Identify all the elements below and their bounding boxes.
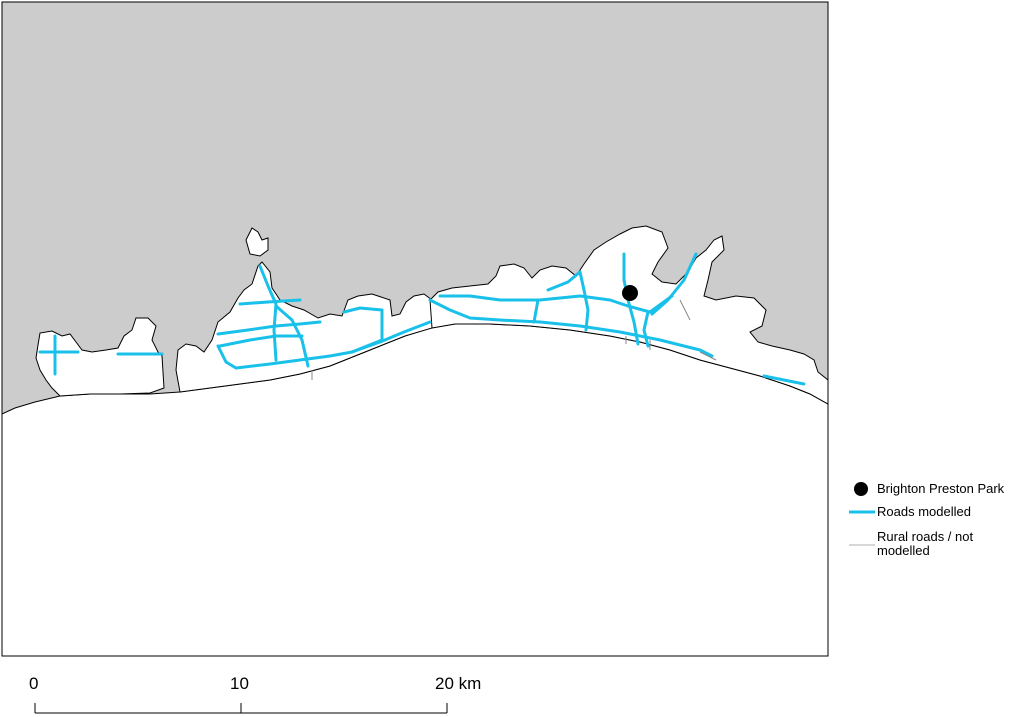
scale-bar	[34, 703, 448, 714]
rural-roads-network	[311, 299, 717, 380]
scale-label-0: 0	[29, 674, 39, 693]
map-border	[1, 1, 829, 657]
legend-site-label: Brighton Preston Park	[877, 481, 1005, 496]
urban-area-north-blob	[245, 227, 269, 257]
legend-rural-roads-label: Rural roads / not modelled	[877, 529, 974, 558]
urban-area-west	[35, 317, 165, 397]
legend-site-icon	[854, 482, 868, 496]
urban-area-central	[175, 261, 437, 393]
legend-roads-modelled-label: Roads modelled	[877, 504, 971, 519]
scale-label-20: 20 km	[435, 674, 482, 693]
urban-area-east	[429, 225, 829, 405]
roads-modelled-network	[38, 252, 806, 386]
scale-label-10: 10	[230, 674, 249, 693]
site-marker-icon	[622, 285, 638, 301]
